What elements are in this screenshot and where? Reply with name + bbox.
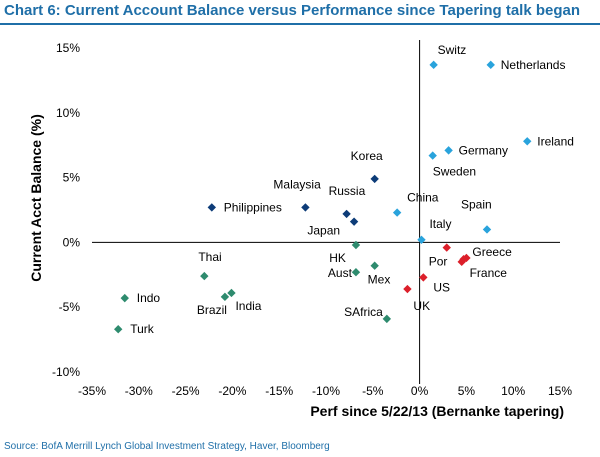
point-label-japan: Japan bbox=[307, 224, 340, 238]
x-tick-label: -20% bbox=[218, 384, 246, 398]
point-label-indo: Indo bbox=[137, 291, 161, 305]
point-label-ireland: Ireland bbox=[537, 134, 574, 148]
y-tick-label: 0% bbox=[63, 235, 81, 249]
point-label-mex: Mex bbox=[368, 273, 391, 287]
point-label-sweden: Sweden bbox=[433, 165, 476, 179]
y-tick-label: 15% bbox=[56, 41, 80, 55]
point-label-thai: Thai bbox=[198, 250, 221, 264]
x-tick-label: -30% bbox=[125, 384, 153, 398]
point-label-uk: UK bbox=[413, 299, 430, 313]
point-ireland bbox=[523, 137, 532, 146]
point-aust bbox=[351, 268, 361, 277]
point-spain bbox=[482, 225, 492, 234]
point-turk bbox=[114, 325, 123, 334]
point-india bbox=[227, 288, 236, 298]
x-axis-title: Perf since 5/22/13 (Bernanke tapering) bbox=[310, 403, 564, 419]
point-switz bbox=[429, 60, 438, 70]
point-label-france: France bbox=[470, 266, 508, 280]
title-divider bbox=[0, 23, 600, 25]
x-tick-label: -25% bbox=[172, 384, 200, 398]
point-por bbox=[442, 243, 451, 252]
point-brazil bbox=[220, 292, 230, 302]
x-tick-label: 5% bbox=[458, 384, 476, 398]
point-label-germany: Germany bbox=[459, 143, 508, 157]
point-label-russia: Russia bbox=[329, 184, 366, 198]
x-tick-label: 10% bbox=[501, 384, 525, 398]
point-italy bbox=[417, 235, 426, 245]
point-china bbox=[392, 208, 402, 217]
point-label-india: India bbox=[235, 299, 261, 313]
x-tick-label: -10% bbox=[312, 384, 340, 398]
point-uk bbox=[403, 284, 412, 294]
x-tick-label: -15% bbox=[265, 384, 293, 398]
point-korea bbox=[370, 174, 379, 184]
point-label-por: Por bbox=[429, 255, 448, 269]
point-label-italy: Italy bbox=[429, 217, 451, 231]
point-sweden bbox=[428, 151, 437, 160]
y-tick-label: -5% bbox=[59, 300, 81, 314]
x-tick-label: -5% bbox=[362, 384, 384, 398]
y-tick-label: 10% bbox=[56, 106, 80, 120]
x-tick-label: 0% bbox=[411, 384, 429, 398]
point-label-switz: Switz bbox=[438, 43, 467, 57]
point-us bbox=[419, 273, 428, 282]
x-tick-label: -35% bbox=[78, 384, 106, 398]
point-label-malaysia: Malaysia bbox=[273, 177, 321, 191]
source-note: Source: BofA Merrill Lynch Global Invest… bbox=[4, 441, 330, 452]
point-label-spain: Spain bbox=[461, 197, 492, 211]
point-label-korea: Korea bbox=[351, 149, 383, 163]
point-safrica bbox=[382, 314, 392, 324]
point-label-netherlands: Netherlands bbox=[501, 58, 566, 72]
point-germany bbox=[444, 146, 453, 155]
y-axis-title: Current Acct Balance (%) bbox=[28, 114, 44, 282]
point-mex bbox=[370, 261, 379, 270]
point-netherlands bbox=[486, 60, 495, 70]
point-label-china: China bbox=[407, 191, 439, 205]
point-russia bbox=[342, 209, 351, 219]
point-label-aust: Aust bbox=[328, 266, 353, 280]
point-philippines bbox=[207, 203, 217, 212]
point-thai bbox=[200, 271, 209, 281]
point-france bbox=[459, 255, 468, 264]
point-label-philippines: Philippines bbox=[224, 200, 282, 214]
point-label-turk: Turk bbox=[130, 322, 155, 336]
point-label-safrica: SAfrica bbox=[344, 305, 383, 319]
point-indo bbox=[120, 293, 129, 303]
y-tick-label: 5% bbox=[63, 171, 81, 185]
point-hk bbox=[351, 240, 361, 250]
point-label-brazil: Brazil bbox=[197, 303, 227, 317]
point-japan bbox=[349, 217, 359, 226]
point-label-greece: Greece bbox=[472, 245, 512, 259]
y-tick-label: -10% bbox=[52, 365, 80, 379]
chart-title: Chart 6: Current Account Balance versus … bbox=[4, 2, 581, 19]
x-tick-label: 15% bbox=[548, 384, 572, 398]
point-label-us: US bbox=[433, 280, 450, 294]
point-malaysia bbox=[301, 203, 310, 212]
point-label-hk: HK bbox=[329, 251, 346, 265]
